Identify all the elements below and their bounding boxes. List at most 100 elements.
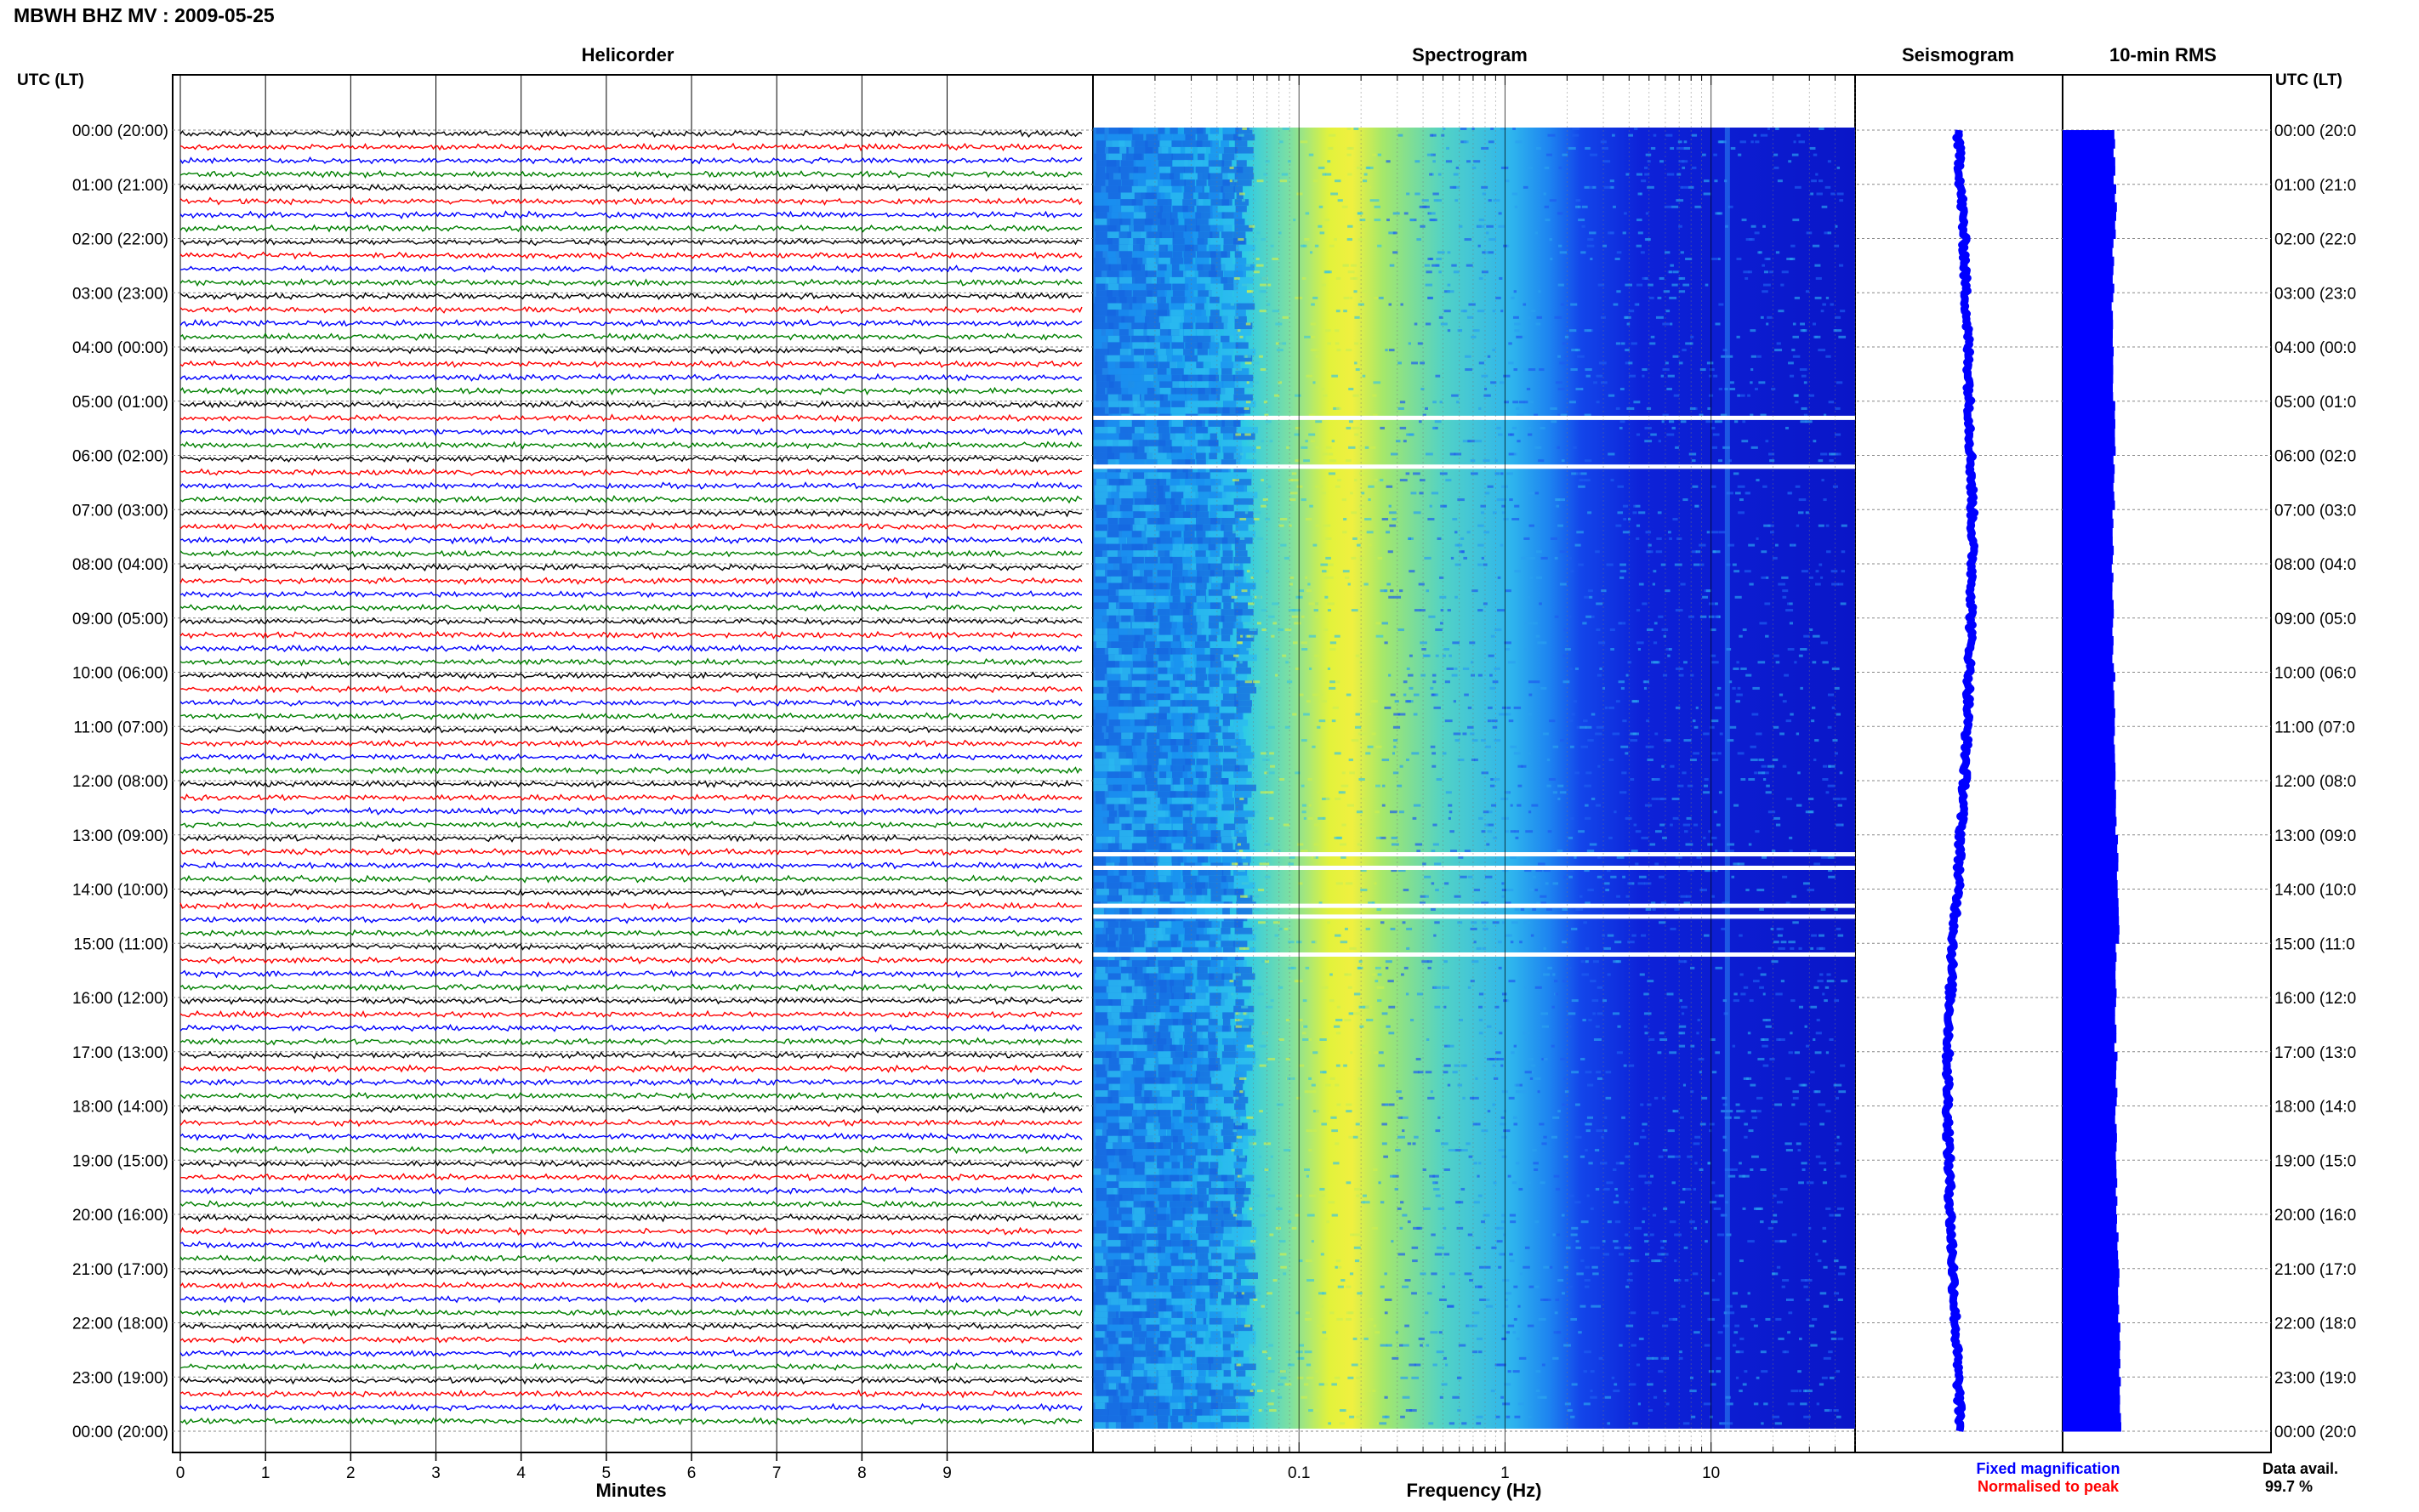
spectrogram-cell [1118, 401, 1138, 407]
spectrogram-cell [1172, 251, 1183, 258]
spectrogram-cell [1185, 153, 1194, 161]
spectrogram-cell [1449, 185, 1457, 189]
spectrogram-cell [1570, 570, 1574, 573]
spectrogram-cell [1414, 160, 1420, 163]
spectrogram-cell [1802, 329, 1806, 333]
spectrogram-cell [1172, 634, 1181, 642]
spectrogram-cell [1095, 1265, 1102, 1273]
spectrogram-cell [1235, 823, 1252, 831]
spectrogram-cell [1221, 778, 1229, 785]
spectrogram-cell [1587, 889, 1594, 892]
spectrogram-cell [1705, 283, 1709, 287]
spectrogram-cell [1147, 953, 1157, 961]
spectrogram-cell [1257, 986, 1262, 989]
spectrogram-cell [1107, 388, 1129, 395]
spectrogram-cell [1133, 290, 1153, 297]
spectrogram-cell [1108, 1226, 1118, 1234]
spectrogram-cell [1197, 739, 1210, 746]
spectrogram-cell [1358, 446, 1365, 449]
spectrogram-cell [1157, 465, 1177, 473]
spectrogram-cell [1506, 472, 1513, 475]
spectrogram-cell [1158, 595, 1166, 603]
spectrogram-cell [1750, 1083, 1756, 1087]
spectrogram-cell [1454, 1064, 1460, 1067]
spectrogram-cell [1221, 843, 1233, 850]
spectrogram-cell [1319, 1038, 1327, 1041]
spectrogram-cell [1352, 426, 1360, 429]
spectrogram-cell [1408, 342, 1411, 345]
spectrogram-cell [1241, 882, 1249, 885]
spectrogram-cell [1238, 1155, 1245, 1158]
spectrogram-cell [1388, 1103, 1395, 1106]
spectrogram-cell [1513, 1123, 1518, 1126]
spectrogram-cell [1586, 1116, 1594, 1119]
spectrogram-cell [1619, 388, 1625, 390]
spectrogram-cell [1229, 980, 1234, 983]
spectrogram-cell [1785, 901, 1790, 905]
spectrogram-cell [1158, 446, 1173, 453]
spectrogram-cell [1458, 225, 1463, 228]
spectrogram-cell [1750, 140, 1754, 144]
spectrogram-cell [1762, 771, 1769, 775]
spectrogram-cell [1170, 739, 1190, 746]
spectrogram-cell [1235, 531, 1256, 537]
spectrogram-cell [1376, 908, 1382, 911]
spectrogram-cell [1757, 1057, 1765, 1060]
spectrogram-cell [1385, 1103, 1388, 1106]
spectrogram-cell [1740, 394, 1745, 397]
spectrogram-cell [1107, 1181, 1119, 1188]
spectrogram-cell [1146, 153, 1158, 161]
spectrogram-cell [1144, 622, 1159, 628]
spectrogram-cell [1197, 1032, 1212, 1038]
spectrogram-cell [1489, 784, 1495, 787]
spectrogram-cell [1622, 875, 1626, 878]
spectrogram-cell [1616, 1051, 1623, 1054]
spectrogram-cell [1817, 980, 1824, 983]
spectrogram-cell [1119, 921, 1133, 928]
spectrogram-cell [1442, 752, 1447, 755]
spectrogram-cell [1147, 674, 1158, 681]
spectrogram-cell [1810, 946, 1814, 950]
spectrogram-cell [1381, 518, 1389, 520]
spectrogram-cell [1639, 973, 1645, 976]
spectrogram-cell [1107, 1135, 1118, 1143]
spectrogram-cell [1366, 1051, 1371, 1054]
spectrogram-cell [1327, 342, 1331, 345]
spectrogram-cell [1246, 219, 1252, 222]
spectrogram-cell [1682, 1187, 1686, 1191]
spectrogram-cell [1777, 934, 1783, 937]
spectrogram-cell [1158, 355, 1167, 362]
spectrogram-cell [1463, 1064, 1466, 1067]
spectrogram-cell [1134, 1253, 1148, 1260]
spectrogram-cell [1196, 759, 1209, 765]
spectrogram-cell [1185, 759, 1196, 765]
spectrogram-cell [1815, 1032, 1822, 1035]
spectrogram-cell [1473, 160, 1481, 163]
spectrogram-cell [1234, 1019, 1243, 1022]
spectrogram-cell [1432, 401, 1437, 404]
spectrogram-cell [1221, 1025, 1232, 1032]
spectrogram-cell [1586, 244, 1595, 247]
spectrogram-cell [1669, 296, 1677, 299]
spectrogram-cell [1195, 771, 1207, 778]
spectrogram-cell [1306, 374, 1313, 378]
spectrogram-cell [1221, 615, 1242, 622]
spectrogram-cell [1513, 290, 1517, 293]
spectrogram-cell [1131, 1110, 1150, 1117]
spectrogram-cell [1312, 855, 1316, 859]
spectrogram-cell [1158, 830, 1177, 837]
spectrogram-cell [1235, 1096, 1249, 1104]
spectrogram-cell [1172, 830, 1187, 837]
spectrogram-cell [1119, 361, 1140, 368]
spectrogram-cell [1222, 784, 1237, 792]
spectrogram-cell [1093, 1240, 1101, 1247]
spectrogram-cell [1463, 310, 1466, 313]
spectrogram-cell [1466, 160, 1471, 163]
spectrogram-cell [1288, 966, 1295, 969]
spectrogram-cell [1835, 225, 1838, 228]
spectrogram-cell [1503, 1129, 1511, 1133]
spectrogram-cell [1392, 1174, 1399, 1178]
spectrogram-cell [1236, 1142, 1249, 1149]
spectrogram-cell [1590, 980, 1597, 983]
spectrogram-cell [1146, 725, 1167, 733]
